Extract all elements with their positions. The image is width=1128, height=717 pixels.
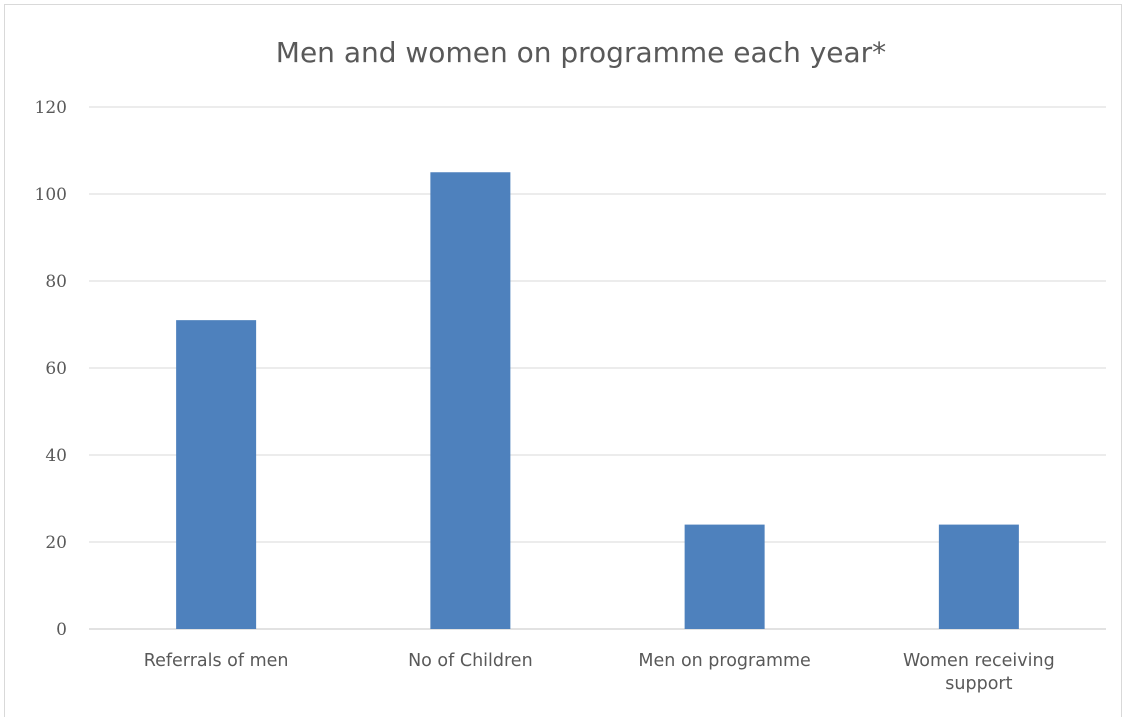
y-tick-label: 100 [35,185,67,205]
gridlines [89,106,1106,630]
x-category-label-line: Referrals of men [144,651,289,671]
x-category-label: Women receiving support [903,651,1055,694]
y-axis-ticks: 0 20 40 60 80 100 120 [35,98,67,640]
bar [938,524,1019,629]
x-category-label: Referrals of men [144,651,289,671]
y-tick-label: 80 [45,272,67,292]
y-tick-label: 60 [45,359,67,379]
y-tick-label: 120 [35,98,67,118]
bar [176,320,257,629]
y-tick-label: 20 [45,533,67,553]
x-category-label-line: Women receiving [903,651,1055,671]
x-category-label: Men on programme [638,651,810,671]
y-tick-label: 40 [45,446,67,466]
x-category-label-line: support [945,674,1012,694]
x-category-label: No of Children [408,651,533,671]
chart-title: Men and women on programme each year* [276,36,886,69]
x-category-label-line: Men on programme [638,651,810,671]
y-tick-label: 0 [56,620,67,640]
x-axis-categories: Referrals of men No of Children Men on pro… [144,651,1055,694]
bar [684,524,765,629]
bar [430,172,511,629]
bars [176,172,1019,629]
x-category-label-line: No of Children [408,651,533,671]
